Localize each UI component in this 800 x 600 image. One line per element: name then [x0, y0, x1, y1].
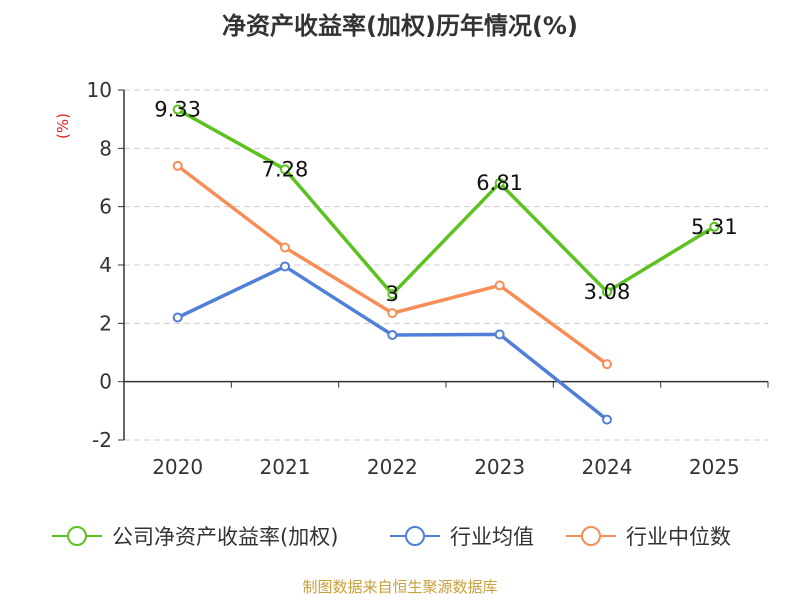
y-tick-label: -2 [92, 428, 112, 452]
data-label: 7.28 [262, 157, 309, 181]
data-label: 3 [386, 282, 399, 306]
y-tick-label: 8 [99, 136, 112, 160]
x-tick-label: 2020 [152, 455, 203, 479]
legend-marker [67, 526, 87, 546]
y-tick-label: 6 [99, 195, 112, 219]
data-point [280, 261, 290, 272]
axes: -2 0 2 4 6 8 10 2020 2021 2022 2023 2024 2025 (%) [54, 78, 769, 479]
y-axis-label: (%) [54, 113, 72, 139]
series-group: 9.33 7.28 3 6.81 3.08 5.31 [154, 98, 738, 425]
y-tick-label: 2 [99, 311, 112, 335]
x-tick-label: 2022 [367, 455, 418, 479]
legend-label: 行业中位数 [626, 525, 731, 549]
y-tick-label: 0 [99, 370, 112, 394]
x-tick-label: 2023 [474, 455, 525, 479]
y-tick-label: 4 [99, 253, 112, 277]
grid-lines [124, 89, 768, 441]
data-label: 3.08 [584, 280, 631, 304]
data-point [172, 312, 183, 323]
y-tick-label: 10 [87, 78, 112, 102]
x-tick-label: 2024 [582, 455, 633, 479]
source-note: 制图数据来自恒生聚源数据库 [302, 578, 498, 596]
legend: 公司净资产收益率(加权) 行业均值 行业中位数 [52, 525, 731, 549]
chart-title: 净资产收益率(加权)历年情况(%) [222, 12, 578, 40]
data-label: 5.31 [691, 215, 738, 239]
data-point [280, 164, 290, 175]
data-point [387, 289, 398, 300]
data-point [172, 160, 183, 171]
legend-label: 行业均值 [450, 525, 534, 549]
data-point [602, 414, 612, 425]
data-point [387, 330, 398, 340]
legend-label: 公司净资产收益率(加权) [112, 525, 338, 549]
data-label: 9.33 [154, 98, 201, 122]
series-line [176, 108, 716, 296]
data-point [387, 308, 398, 319]
data-point [494, 178, 505, 189]
legend-marker [581, 526, 601, 546]
x-tick-label: 2025 [689, 455, 740, 479]
x-tick-label: 2021 [260, 455, 311, 479]
data-point [280, 242, 290, 253]
data-point [494, 329, 505, 340]
data-point [494, 280, 505, 291]
data-point [602, 359, 612, 370]
data-point [709, 221, 720, 232]
data-point [602, 286, 612, 297]
data-label: 6.81 [476, 171, 523, 195]
legend-marker [405, 526, 425, 546]
data-point [172, 104, 183, 115]
